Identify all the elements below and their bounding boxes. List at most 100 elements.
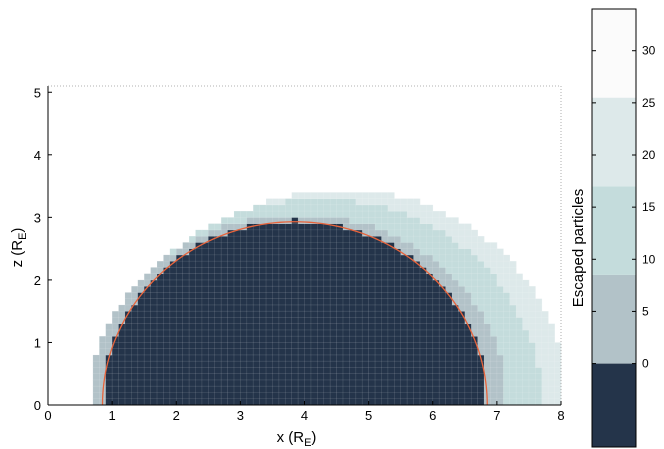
heatmap-cell [400,373,408,381]
heatmap-cell [150,373,158,381]
heatmap-cell [227,336,235,343]
heatmap-cell [163,386,171,393]
heatmap-cell [426,248,434,256]
heatmap-cell [439,398,446,406]
heatmap-cell [464,367,472,375]
heatmap-cell [310,286,318,293]
heatmap-cell [310,392,318,400]
heatmap-cell [522,323,530,331]
heatmap-cell [323,348,331,356]
heatmap-cell [157,361,164,368]
heatmap-cell [195,386,203,393]
heatmap-cell [323,192,331,199]
heatmap-cell [394,379,401,387]
heatmap-cell [163,286,171,293]
heatmap-cell [484,386,491,393]
heatmap-cell [426,292,434,299]
heatmap-cell [323,311,331,318]
heatmap-cell [362,248,369,256]
heatmap-cell [484,286,491,293]
heatmap-cell [105,342,113,350]
heatmap-cell [342,279,350,287]
heatmap-cell [163,392,171,400]
heatmap-cell [426,267,434,274]
heatmap-cell [201,298,209,306]
heatmap-cell [355,236,363,243]
heatmap-cell [439,273,446,281]
heatmap-cell [304,242,312,249]
heatmap-cell [240,323,248,331]
heatmap-cell [439,229,446,237]
heatmap-cell [413,398,421,406]
heatmap-cell [233,361,241,368]
heatmap-cell [336,254,344,262]
heatmap-cell [490,286,498,293]
heatmap-cell [137,286,145,293]
heatmap-cell [291,279,299,287]
heatmap-cell [342,192,350,199]
heatmap-cell [291,323,299,331]
heatmap-cell [285,217,292,224]
heatmap-cell [298,379,305,387]
heatmap-cell [349,242,357,249]
heatmap-cell [355,398,363,406]
heatmap-cell [541,354,549,362]
heatmap-cell [214,398,222,406]
heatmap-cell [484,311,491,318]
heatmap-cell [548,392,555,400]
heatmap-cell [208,361,216,368]
heatmap-cell [490,279,498,287]
heatmap-cell [278,273,286,281]
heatmap-cell [407,198,414,206]
heatmap-cell [336,248,344,256]
heatmap-cell [445,373,453,381]
heatmap-cell [176,329,183,337]
heatmap-cell [349,229,357,237]
heatmap-cell [439,367,446,375]
heatmap-cell [105,348,113,356]
heatmap-cell [471,379,478,387]
heatmap-cell [99,348,107,356]
heatmap-cell [298,198,305,206]
heatmap-cell [394,242,401,249]
heatmap-cell [349,273,357,281]
heatmap-cell [137,298,145,306]
heatmap-cell [368,286,376,293]
heatmap-cell [490,254,498,262]
heatmap-cell [490,342,498,350]
heatmap-cell [432,223,440,231]
heatmap-cell [349,236,357,243]
heatmap-cell [208,317,216,324]
heatmap-cell [535,298,543,306]
heatmap-cell [291,292,299,299]
heatmap-cell [272,342,280,350]
heatmap-cell [503,386,510,393]
heatmap-cell [278,379,286,387]
heatmap-cell [137,367,145,375]
heatmap-cell [240,229,248,237]
heatmap-cell [150,267,158,274]
heatmap-cell [362,392,369,400]
heatmap-cell [304,204,312,212]
heatmap-cell [439,329,446,337]
heatmap-cell [233,392,241,400]
heatmap-cell [548,386,555,393]
heatmap-cell [407,279,414,287]
heatmap-cell [233,211,241,218]
heatmap-cell [439,361,446,368]
heatmap-cell [310,254,318,262]
heatmap-cell [157,342,164,350]
heatmap-cell [201,304,209,312]
heatmap-cell [458,261,466,268]
heatmap-cell [407,329,414,337]
heatmap-cell [291,248,299,256]
heatmap-cell [509,398,517,406]
heatmap-cell [355,298,363,306]
heatmap-cell [330,398,337,406]
heatmap-cell [259,279,267,287]
heatmap-cell [375,261,382,268]
heatmap-cell [298,292,305,299]
heatmap-cell [317,392,325,400]
heatmap-cell [285,329,292,337]
heatmap-cell [214,242,222,249]
